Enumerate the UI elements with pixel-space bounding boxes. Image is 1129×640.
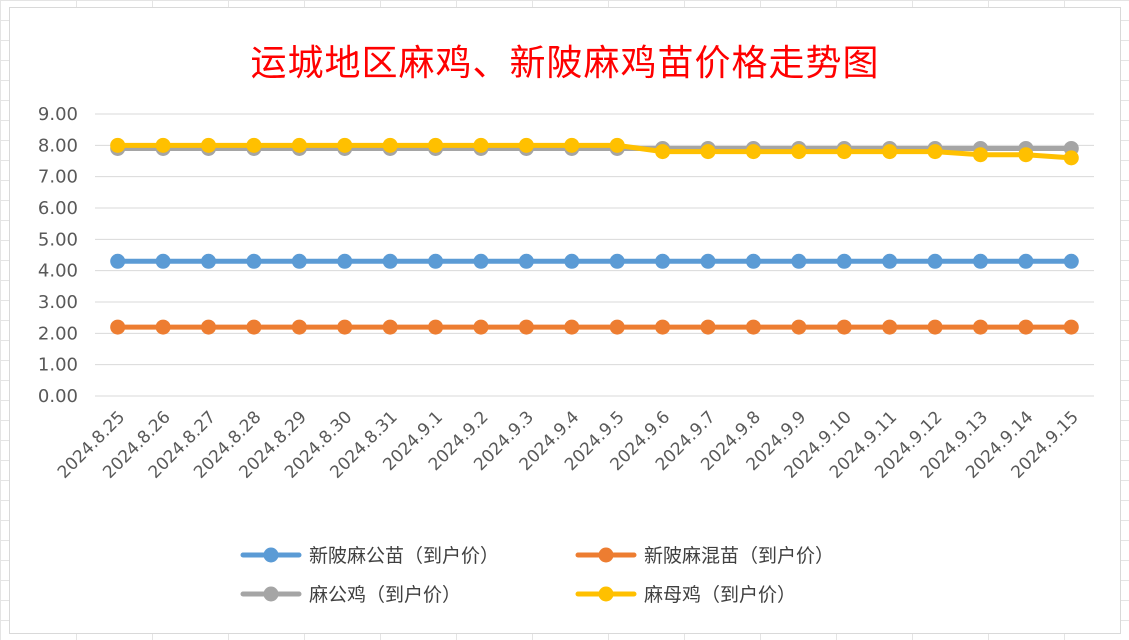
data-point — [564, 253, 580, 269]
data-point — [155, 319, 171, 335]
data-point — [382, 319, 398, 335]
data-point — [700, 319, 716, 335]
legend-label: 新陂麻混苗（到户价） — [644, 545, 834, 567]
data-point — [337, 319, 353, 335]
data-point — [337, 137, 353, 153]
y-tick-label: 0.00 — [38, 386, 78, 407]
y-tick-label: 5.00 — [38, 229, 78, 250]
data-point — [291, 253, 307, 269]
data-point — [700, 253, 716, 269]
data-point — [473, 319, 489, 335]
data-point — [745, 144, 761, 160]
data-point — [655, 319, 671, 335]
legend-label: 麻母鸡（到户价） — [644, 584, 796, 606]
data-point — [201, 253, 217, 269]
legend-marker — [598, 586, 614, 602]
data-point — [882, 253, 898, 269]
data-point — [382, 253, 398, 269]
data-point — [473, 137, 489, 153]
y-tick-label: 4.00 — [38, 261, 78, 282]
data-point — [564, 137, 580, 153]
data-point — [882, 319, 898, 335]
legend-marker — [263, 547, 279, 563]
data-point — [609, 137, 625, 153]
y-tick-label: 8.00 — [38, 135, 78, 156]
data-point — [246, 319, 262, 335]
data-point — [518, 253, 534, 269]
data-point — [518, 137, 534, 153]
legend-marker — [598, 547, 614, 563]
data-point — [428, 253, 444, 269]
data-point — [836, 319, 852, 335]
data-point — [655, 144, 671, 160]
y-tick-label: 9.00 — [38, 104, 78, 125]
data-point — [972, 319, 988, 335]
data-point — [836, 253, 852, 269]
chart-title: 运城地区麻鸡、新陂麻鸡苗价格走势图 — [250, 43, 880, 84]
data-point — [836, 144, 852, 160]
data-point — [791, 319, 807, 335]
data-point — [609, 319, 625, 335]
data-point — [428, 319, 444, 335]
data-point — [791, 144, 807, 160]
data-point — [1063, 253, 1079, 269]
data-point — [927, 319, 943, 335]
data-point — [745, 319, 761, 335]
data-point — [155, 137, 171, 153]
data-point — [155, 253, 171, 269]
data-point — [927, 144, 943, 160]
data-point — [518, 319, 534, 335]
data-point — [246, 137, 262, 153]
data-point — [745, 253, 761, 269]
y-tick-label: 6.00 — [38, 198, 78, 219]
data-point — [791, 253, 807, 269]
data-point — [110, 319, 126, 335]
legend-label: 新陂麻公苗（到户价） — [309, 545, 499, 567]
y-tick-label: 7.00 — [38, 167, 78, 188]
data-point — [337, 253, 353, 269]
data-point — [564, 319, 580, 335]
data-point — [700, 144, 716, 160]
data-point — [382, 137, 398, 153]
data-point — [1018, 147, 1034, 163]
data-point — [110, 137, 126, 153]
data-point — [1018, 319, 1034, 335]
data-point — [1018, 253, 1034, 269]
data-point — [201, 319, 217, 335]
data-point — [246, 253, 262, 269]
data-point — [110, 253, 126, 269]
data-point — [201, 137, 217, 153]
data-point — [882, 144, 898, 160]
data-point — [655, 253, 671, 269]
data-point — [291, 319, 307, 335]
data-point — [972, 253, 988, 269]
data-point — [1063, 319, 1079, 335]
data-point — [927, 253, 943, 269]
y-tick-label: 1.00 — [38, 355, 78, 376]
data-point — [473, 253, 489, 269]
series-line-4 — [115, 142, 1074, 161]
y-tick-label: 2.00 — [38, 323, 78, 344]
data-point — [972, 147, 988, 163]
data-point — [609, 253, 625, 269]
data-point — [428, 137, 444, 153]
legend-label: 麻公鸡（到户价） — [309, 584, 461, 606]
data-point — [291, 137, 307, 153]
data-point — [1063, 150, 1079, 166]
y-tick-label: 3.00 — [38, 292, 78, 313]
legend-marker — [263, 586, 279, 602]
